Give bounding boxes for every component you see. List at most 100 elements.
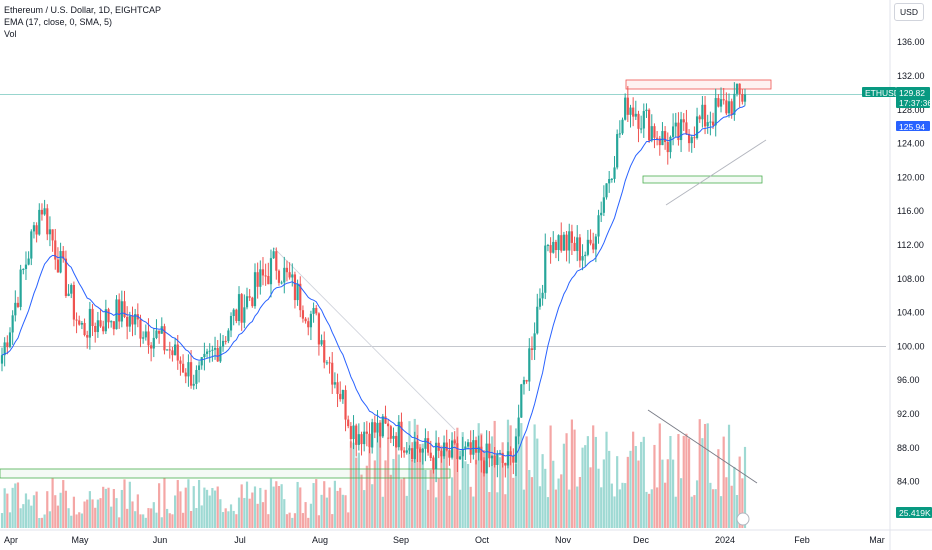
candle-body [490,455,494,459]
candle-body [213,348,217,350]
volume-bar [671,459,675,528]
volume-bar [197,480,201,528]
volume-bar [195,508,198,528]
volume-bar [698,419,701,528]
y-tick-label: 88.00 [897,443,920,453]
candle-body [685,122,688,134]
candle-body [693,137,696,139]
volume-bar [373,460,376,528]
candle-body [743,94,747,102]
volume-bar [62,480,65,528]
volume-bar [589,467,592,528]
candle-body [464,446,467,450]
volume-bar [243,497,246,528]
candle-body [520,384,523,418]
volume-bar [285,514,289,528]
volume-bar [269,478,273,528]
volume-bar [275,481,278,528]
ema-value-badge-text: 125.94 [899,122,925,132]
symbol-title[interactable]: Ethereum / U.S. Dollar, 1D, EIGHTCAP [4,5,162,15]
candle-body [695,116,699,139]
volume-bar [584,445,587,528]
volume-value-badge-text: 25.419K [899,508,931,518]
volume-bar [261,502,265,528]
ascending-trendline [665,139,767,206]
candle-body [466,442,470,447]
currency-button[interactable]: USD [894,3,924,21]
x-tick-label: Mar [869,535,885,545]
ema-indicator-label[interactable]: EMA (17, close, 0, SMA, 5) [4,17,113,27]
volume-bar [272,486,275,528]
candle-body [658,138,661,146]
candle-body [280,282,283,284]
candle-body [344,389,347,420]
volume-bar [608,450,611,528]
candle-body [379,422,382,437]
volume-bar [245,481,249,528]
candle-body [602,197,605,213]
volume-bar [570,419,573,528]
volume-bar [291,517,294,528]
candle-body [134,314,137,325]
candle-body [24,264,28,269]
candle-body [14,302,17,316]
volume-indicator-label[interactable]: Vol [4,29,17,39]
candle-body [624,97,627,120]
volume-bar [695,480,699,528]
candle-body [512,455,515,463]
candle-body [664,131,667,143]
y-axis: 136.00 132.00 128.00 124.00 120.00 116.00 112.… [897,37,925,486]
volume-bar [46,491,49,528]
candle-body [687,133,691,144]
volume-bar [440,445,443,528]
y-tick-label: 96.00 [897,375,920,385]
volume-bar [325,497,328,528]
volume-bar [621,482,624,528]
candle-body [514,436,518,463]
candle-body [608,179,611,184]
volume-bar [144,517,147,528]
volume-bar [54,495,57,528]
candle-body [349,426,352,440]
candle-body [336,382,339,394]
candle-body [648,109,651,141]
candle-body [283,267,286,283]
candle-body [400,421,403,451]
candle-body [429,452,432,458]
candle-body [682,119,685,123]
volume-bar [368,448,371,528]
x-tick-label: Dec [633,535,650,545]
volume-bar [163,478,166,528]
candle-body [504,462,507,466]
candle-body [461,449,464,457]
volume-bar [134,511,137,528]
candle-body [235,309,238,321]
volume-value-badge: 25.419K [896,507,932,518]
candle-body [176,344,179,361]
volume-bar [730,485,733,528]
chart-legend: Ethereum / U.S. Dollar, 1D, EIGHTCAP EMA… [4,4,161,40]
candle-body [200,357,203,366]
volume-bar [11,487,14,528]
volume-bar [349,441,352,528]
volume-bar [363,490,366,528]
candle-body [75,319,78,321]
volume-bar [32,495,36,528]
candle-body [261,269,265,276]
candle-body [211,349,214,351]
candle-body [112,321,115,330]
candle-body [530,348,534,350]
volume-bar [685,433,688,528]
candle-body [626,97,629,115]
volume-bar [152,502,155,528]
candle-body [118,299,121,322]
volume-bar [203,487,206,528]
candle-body [46,208,49,235]
candle-body [581,256,584,261]
volume-bar [677,434,680,528]
candle-body [104,309,107,332]
candle-body [480,446,483,461]
volume-bar [389,474,392,528]
candle-body [237,294,241,321]
